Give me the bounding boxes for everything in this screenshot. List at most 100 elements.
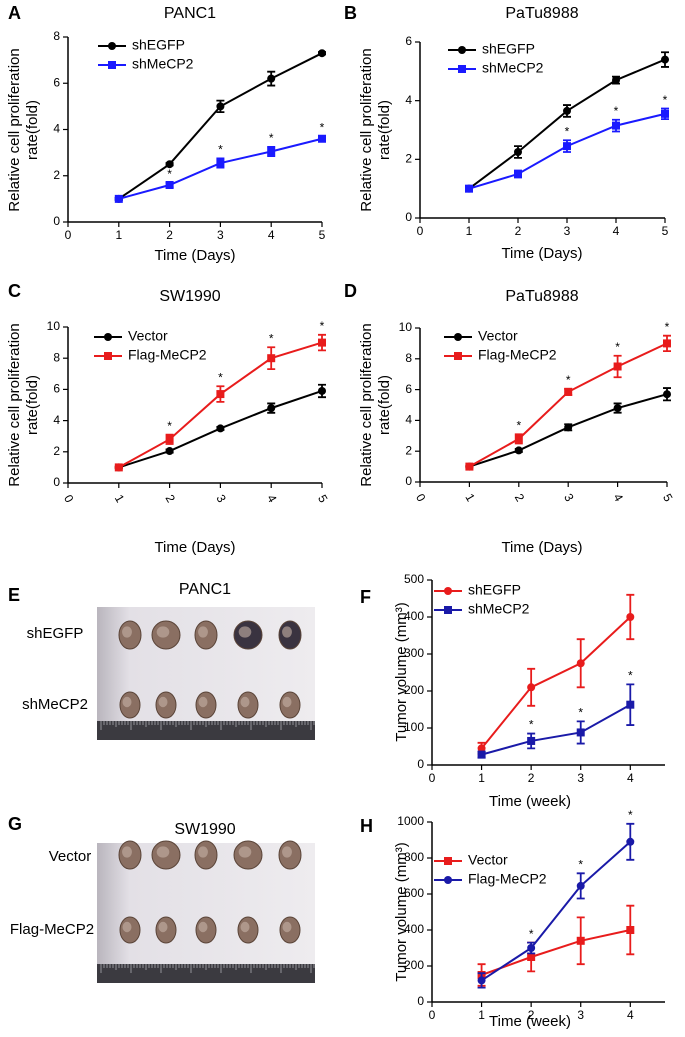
panel-letter: A bbox=[8, 3, 21, 23]
y-tick-label: 0 bbox=[405, 474, 412, 488]
x-tick-label: 1 bbox=[478, 1008, 485, 1022]
y-tick-label: 10 bbox=[47, 319, 61, 333]
tumor-highlight bbox=[282, 696, 292, 708]
chart-title: PANC1 bbox=[164, 5, 216, 22]
x-axis-label: Time (Days) bbox=[501, 539, 582, 556]
y-tick-label: 8 bbox=[53, 29, 60, 43]
x-tick-label: 0 bbox=[429, 1008, 436, 1022]
marker bbox=[216, 390, 225, 399]
significance-label: * bbox=[218, 143, 223, 157]
y-tick-label: 100 bbox=[404, 720, 424, 734]
chart-title: PaTu8988 bbox=[505, 5, 578, 22]
marker bbox=[527, 736, 536, 745]
legend-label: Vector bbox=[478, 328, 518, 344]
row-label: Flag-MeCP2 bbox=[10, 921, 94, 938]
y-tick-label: 0 bbox=[417, 994, 424, 1008]
y-axis-label: rate(fold) bbox=[376, 375, 393, 435]
series-line bbox=[481, 703, 631, 756]
marker bbox=[626, 613, 635, 621]
y-tick-label: 6 bbox=[53, 382, 60, 396]
x-tick-label: 2 bbox=[528, 771, 535, 785]
marker bbox=[514, 148, 522, 156]
significance-label: * bbox=[578, 857, 583, 871]
legend-marker bbox=[444, 876, 452, 884]
x-tick-label: 3 bbox=[577, 1008, 584, 1022]
marker bbox=[613, 404, 622, 413]
x-axis-label: Time (Days) bbox=[154, 539, 235, 556]
y-tick-label: 2 bbox=[53, 444, 60, 458]
series bbox=[465, 334, 671, 471]
marker bbox=[661, 55, 669, 64]
series bbox=[477, 683, 635, 759]
y-tick-label: 400 bbox=[404, 922, 424, 936]
panel-letter: G bbox=[8, 814, 22, 834]
tumor-highlight bbox=[156, 846, 170, 858]
x-tick-label: 0 bbox=[413, 491, 429, 504]
significance-label: * bbox=[167, 167, 172, 181]
marker bbox=[527, 953, 536, 961]
marker bbox=[114, 194, 123, 203]
significance-label: * bbox=[167, 419, 172, 433]
marker bbox=[564, 423, 573, 432]
x-tick-label: 0 bbox=[61, 492, 77, 505]
y-tick-label: 400 bbox=[404, 609, 424, 623]
row-label: Vector bbox=[49, 848, 92, 865]
y-tick-label: 500 bbox=[404, 572, 424, 586]
legend-label: Vector bbox=[128, 328, 168, 344]
panel-letter: F bbox=[360, 587, 371, 607]
significance-label: * bbox=[269, 131, 274, 145]
significance-label: * bbox=[665, 320, 670, 334]
series bbox=[477, 822, 635, 989]
y-tick-label: 8 bbox=[53, 350, 60, 364]
legend-marker bbox=[108, 42, 116, 50]
marker bbox=[165, 447, 174, 456]
x-tick-label: 1 bbox=[462, 491, 478, 504]
series-line bbox=[480, 616, 631, 749]
y-axis-label: Tumor volume (mm³) bbox=[393, 602, 410, 741]
y-tick-label: 200 bbox=[404, 958, 424, 972]
marker bbox=[216, 424, 225, 433]
legend-label: Vector bbox=[468, 852, 508, 868]
marker bbox=[318, 338, 326, 347]
legend-label: Flag-MeCP2 bbox=[468, 871, 547, 887]
legend-marker bbox=[104, 352, 112, 360]
tumor-highlight bbox=[240, 921, 250, 933]
y-tick-label: 6 bbox=[405, 382, 412, 396]
marker bbox=[564, 387, 573, 396]
legend-marker bbox=[444, 606, 452, 614]
tumor-highlight bbox=[198, 921, 208, 933]
chart-title: SW1990 bbox=[159, 288, 220, 305]
panel-letter: B bbox=[344, 3, 357, 23]
x-tick-label: 3 bbox=[577, 771, 584, 785]
series bbox=[114, 49, 326, 203]
x-tick-label: 1 bbox=[112, 492, 128, 505]
y-tick-label: 0 bbox=[417, 757, 424, 771]
x-tick-label: 3 bbox=[217, 228, 224, 242]
y-tick-label: 2 bbox=[405, 443, 412, 457]
tumor-highlight bbox=[122, 921, 132, 933]
significance-label: * bbox=[529, 927, 534, 941]
marker bbox=[465, 184, 473, 193]
y-axis-label: rate(fold) bbox=[24, 375, 41, 435]
legend-label: shEGFP bbox=[482, 41, 535, 57]
row-label: shEGFP bbox=[27, 625, 84, 642]
legend-marker bbox=[444, 587, 452, 595]
y-axis-label: Relative cell proliferation bbox=[358, 48, 375, 211]
y-tick-label: 800 bbox=[404, 850, 424, 864]
panel-letter: E bbox=[8, 585, 20, 605]
x-tick-label: 4 bbox=[627, 1008, 634, 1022]
y-tick-label: 0 bbox=[53, 214, 60, 228]
marker bbox=[576, 728, 585, 737]
marker bbox=[613, 362, 622, 371]
marker bbox=[663, 390, 671, 399]
marker bbox=[165, 160, 174, 169]
x-tick-label: 4 bbox=[268, 228, 275, 242]
legend-label: shEGFP bbox=[468, 582, 521, 598]
y-tick-label: 4 bbox=[53, 413, 60, 427]
significance-label: * bbox=[628, 808, 633, 822]
marker bbox=[612, 121, 620, 130]
panel-letter: D bbox=[344, 281, 357, 301]
marker bbox=[267, 354, 276, 363]
marker bbox=[576, 881, 585, 890]
tumor-highlight bbox=[240, 696, 250, 708]
